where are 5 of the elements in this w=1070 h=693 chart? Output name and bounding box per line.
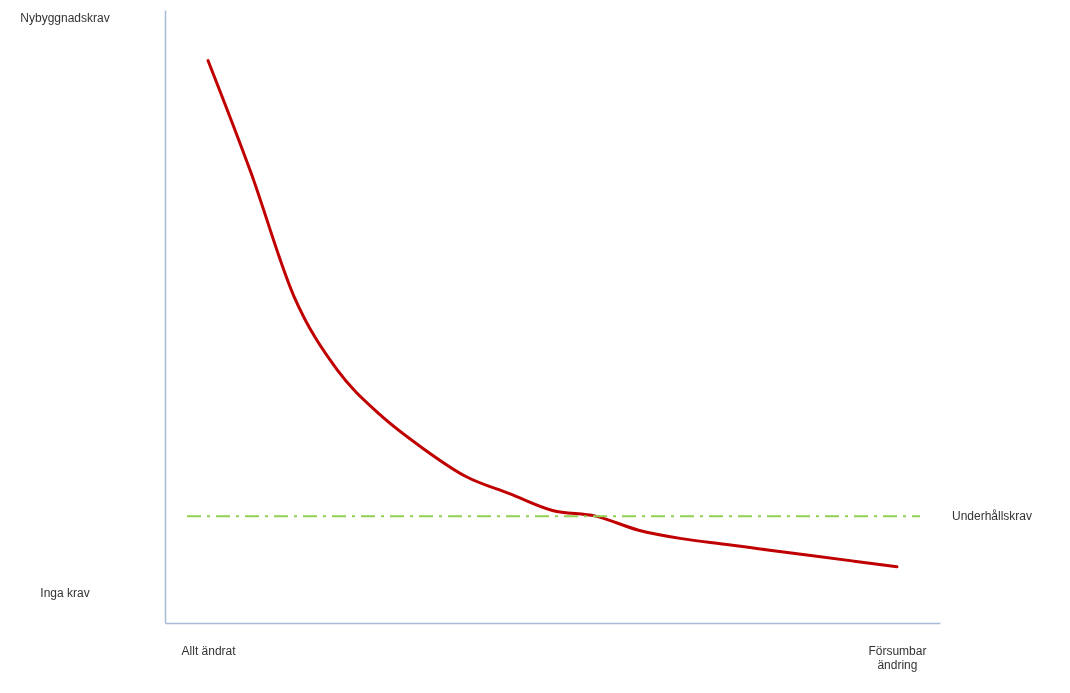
x-tick-label: Allt ändrat <box>181 643 237 658</box>
text: Inga krav <box>40 586 90 600</box>
x-tick-label: Försumbar ändring <box>868 643 927 672</box>
ref-line-label: Underhållskrav <box>952 509 1033 524</box>
text: Nybyggnadskrav <box>20 11 110 25</box>
